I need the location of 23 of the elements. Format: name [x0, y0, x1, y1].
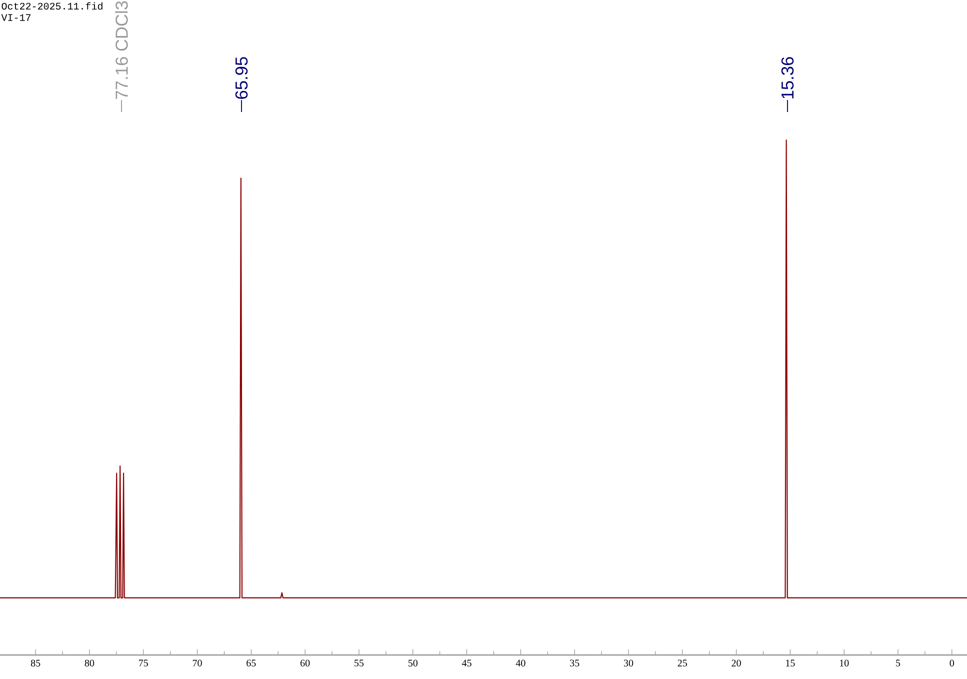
text: 15.36	[781, 57, 794, 98]
x-tick-label: 5	[896, 660, 900, 666]
x-tick-label: 70	[192, 660, 202, 666]
x-tick-label: 55	[354, 660, 364, 666]
x-tick-label: 20	[732, 660, 741, 666]
x-tick-label: 10	[840, 660, 849, 666]
x-tick-label: 45	[462, 660, 472, 666]
text: 77.16 CDCl3	[115, 1, 128, 99]
x-tick-label: 35	[570, 660, 580, 666]
x-tick-label: 0	[950, 660, 954, 666]
x-tick-label: 15	[786, 660, 795, 666]
x-tick-label: 85	[30, 660, 40, 666]
x-tick-label: 25	[678, 660, 687, 666]
x-tick-label: 75	[139, 660, 148, 666]
text: Oct22-2025.11.fid	[2, 2, 102, 10]
x-tick-label: 30	[624, 660, 634, 666]
x-tick-label: 50	[408, 660, 418, 666]
x-tick-label: 60	[300, 660, 310, 666]
text: 65.95	[235, 57, 248, 99]
x-tick-label: 80	[84, 660, 94, 666]
x-tick-label: 40	[516, 660, 526, 666]
x-tick-label: 65	[246, 660, 256, 666]
text: VI-17	[1, 14, 30, 21]
